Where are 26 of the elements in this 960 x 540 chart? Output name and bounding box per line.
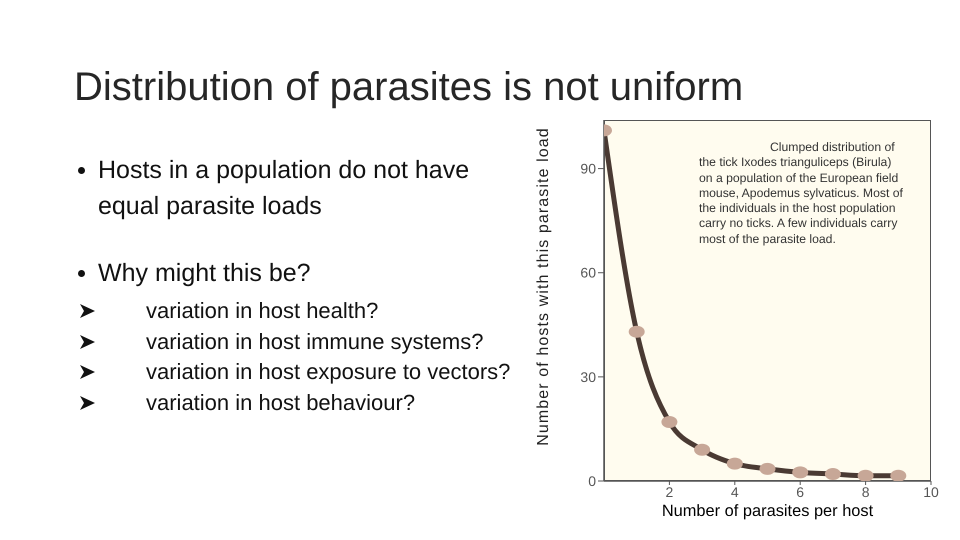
y-axis-title: Number of hosts with this parasite load [534, 127, 552, 446]
x-tick-label: 2 [666, 484, 674, 500]
y-tick-label: 60 [580, 264, 596, 281]
point [628, 326, 645, 338]
x-tick-label: 6 [796, 484, 804, 500]
text: variation in host health? [146, 297, 378, 325]
chart-title: Distribution of parasites is not uniform [74, 64, 744, 111]
x-axis-title: Number of parasites per host [662, 502, 874, 520]
y-tick-label: 30 [580, 368, 596, 385]
x-tick-label: 10 [923, 484, 939, 500]
point [760, 462, 776, 475]
text: variation in host exposure to vectors? [146, 358, 510, 386]
y-tick-label: 90 [580, 160, 596, 177]
point [661, 416, 678, 428]
x-tick-label: 8 [862, 484, 870, 500]
text: Hosts in a population do not have equal parasite loads [98, 155, 470, 222]
annotation: Clumped distribution of the tick Ixodes trianguliceps (Birula) on a population of the European field mouse, Apodemus sylvaticus. Most of the individuals in the host population carry no ticks. A few individuals carry most of the parasite load. [699, 140, 903, 248]
text: variation in host behaviour? [146, 388, 416, 416]
point [792, 466, 808, 478]
text: Why might this be? [98, 258, 312, 289]
text: variation in host immune systems? [146, 328, 484, 356]
point [726, 458, 743, 470]
point [694, 444, 710, 456]
x-tick-label: 4 [730, 484, 739, 500]
y-tick-label: 0 [588, 472, 596, 489]
point [824, 468, 841, 480]
